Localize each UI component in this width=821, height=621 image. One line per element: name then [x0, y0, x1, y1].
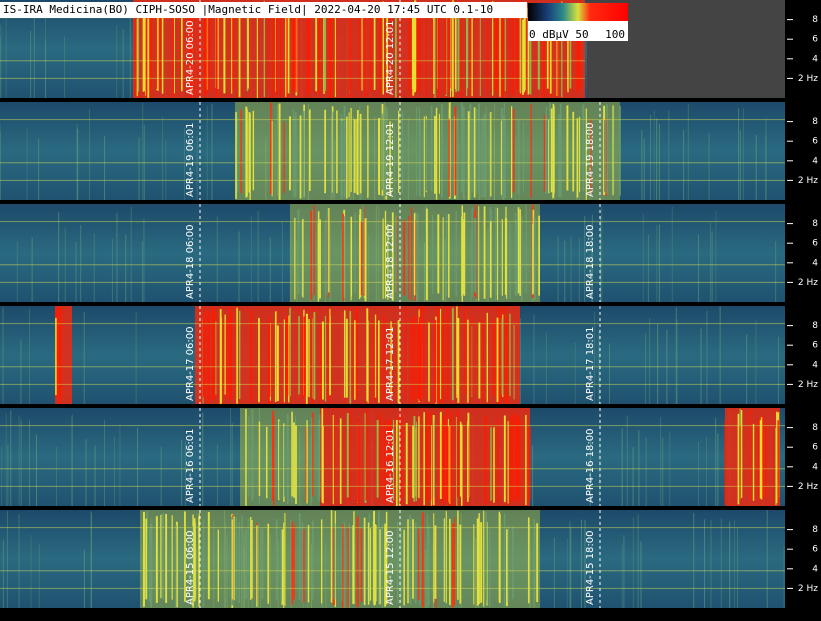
time-label: APR4-15 12:00: [385, 530, 396, 605]
time-label: APR4-17 06:00: [185, 326, 196, 401]
y-tick-label: 4: [812, 564, 818, 574]
time-label: APR4-15 06:00: [185, 530, 196, 605]
chart-title: IS-IRA Medicina(BO) CIPH-SOSO |Magnetic …: [3, 3, 493, 16]
y-tick-label: 4: [812, 54, 818, 64]
y-tick-label: 8: [812, 321, 818, 331]
activity: [235, 102, 620, 200]
panel-bg: [0, 102, 785, 200]
axis-bg: [785, 102, 821, 200]
y-tick-label: 4: [812, 156, 818, 166]
y-tick-label: 6: [812, 545, 818, 555]
time-label: APR4-17 12:01: [385, 326, 396, 401]
y-tick-label: 8: [812, 219, 818, 229]
time-label: APR4-19 18:00: [585, 122, 596, 197]
time-label: APR4-19 12:01: [385, 122, 396, 197]
time-label: APR4-15 18:00: [585, 530, 596, 605]
y-tick-label: 4: [812, 360, 818, 370]
colorbar-label: 0 dBµV 50: [529, 28, 589, 41]
y-tick-label: 4: [812, 258, 818, 268]
axis-bg: [785, 204, 821, 302]
y-tick-label: 6: [812, 239, 818, 249]
y-tick-label: 8: [812, 423, 818, 433]
y-tick-label: 4: [812, 462, 818, 472]
axis-bg: [785, 0, 821, 98]
activity: [725, 408, 780, 506]
y-tick-label: 6: [812, 443, 818, 453]
time-label: APR4-19 06:01: [185, 122, 196, 197]
time-label: APR4-18 12:00: [385, 224, 396, 299]
time-label: APR4-16 18:00: [585, 428, 596, 503]
y-tick-label: 2 Hz: [798, 482, 818, 492]
y-tick-label: 2 Hz: [798, 278, 818, 288]
time-label: APR4-16 12:01: [385, 428, 396, 503]
y-tick-label: 6: [812, 35, 818, 45]
time-label: APR4-20 06:00: [185, 20, 196, 95]
colorbar: [528, 3, 628, 21]
y-tick-label: 6: [812, 341, 818, 351]
y-tick-label: 2 Hz: [798, 176, 818, 186]
colorbar-label-box: [528, 21, 628, 41]
title-box: [0, 2, 527, 18]
axis-bg: [785, 510, 821, 608]
colorbar-label: 100: [605, 28, 625, 41]
y-tick-label: 6: [812, 137, 818, 147]
time-label: APR4-18 18:00: [585, 224, 596, 299]
axis-bg: [785, 306, 821, 404]
y-tick-label: 8: [812, 117, 818, 127]
y-tick-label: 2 Hz: [798, 380, 818, 390]
y-tick-label: 8: [812, 525, 818, 535]
axis-bg: [785, 408, 821, 506]
time-label: APR4-16 06:01: [185, 428, 196, 503]
y-tick-label: 2 Hz: [798, 584, 818, 594]
y-tick-label: 8: [812, 15, 818, 25]
panel-bg: [0, 510, 785, 608]
time-label: APR4-17 18:01: [585, 326, 596, 401]
activity: [320, 408, 530, 506]
y-tick-label: 2 Hz: [798, 74, 818, 84]
time-label: APR4-18 06:00: [185, 224, 196, 299]
time-label: APR4-20 12:01: [385, 20, 396, 95]
